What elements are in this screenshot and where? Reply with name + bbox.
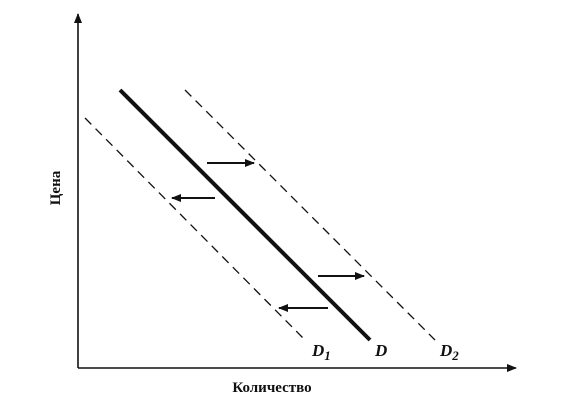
curve-label: D2 [439,341,459,363]
y-axis-title: Цена [48,170,64,205]
curve-label: D [374,341,387,360]
curve-label: D1 [311,341,331,363]
demand-curve [118,88,372,342]
x-axis-title: Количество [232,380,311,396]
curve-letter: D [374,341,387,360]
demand-curve-left [84,117,306,341]
curve-letter: D [311,341,324,360]
curve-subscript: 2 [451,348,459,363]
curve-letter: D [439,341,452,360]
curve-subscript: 1 [324,348,331,363]
demand-curve-right [184,89,436,341]
